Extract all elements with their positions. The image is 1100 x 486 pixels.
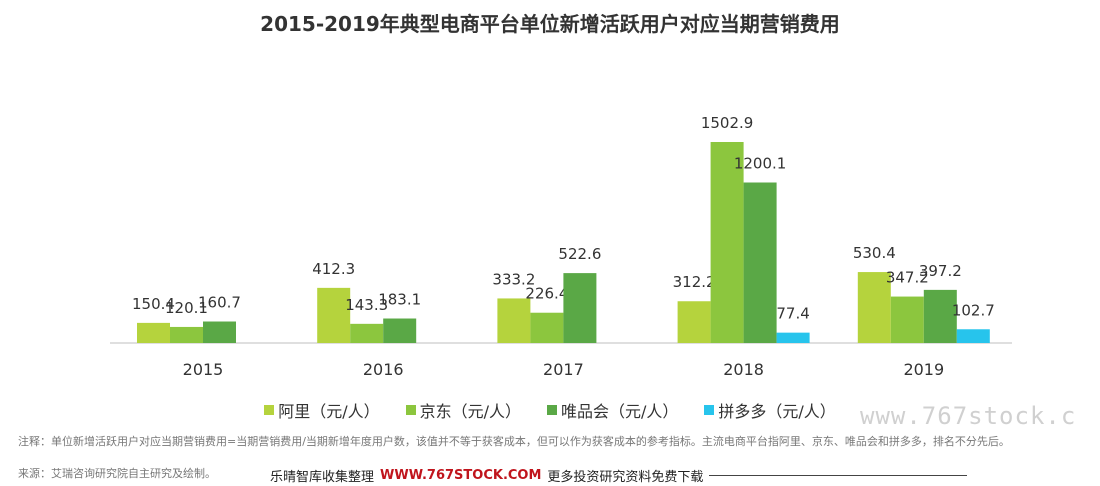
bar <box>857 272 891 343</box>
bar <box>710 142 744 343</box>
bar <box>677 301 711 343</box>
bar <box>137 322 170 343</box>
data-label: 102.7 <box>952 301 995 319</box>
x-tick-label: 2017 <box>543 360 584 379</box>
legend-label: 京东（元/人） <box>419 402 521 421</box>
bar <box>530 312 564 343</box>
bar <box>170 326 203 343</box>
data-label: 1502.9 <box>701 114 754 132</box>
source-note: 来源：艾瑞咨询研究院自主研究及绘制。 <box>18 467 216 480</box>
legend-label: 唯品会（元/人） <box>561 402 679 421</box>
data-label: 143.3 <box>345 296 388 314</box>
data-label: 1200.1 <box>734 154 787 172</box>
download-banner: 乐晴智库收集整理 WWW.767STOCK.COM 更多投资研究资料免费下载 <box>270 466 1080 485</box>
legend-label: 拼多多（元/人） <box>718 402 836 421</box>
bar <box>350 323 384 343</box>
data-label: 77.4 <box>776 305 809 323</box>
x-tick-label: 2015 <box>183 360 224 379</box>
legend-swatch <box>547 405 557 415</box>
data-label: 412.3 <box>312 260 355 278</box>
chart-legend: 阿里（元/人） 京东（元/人） 唯品会（元/人） 拼多多（元/人） <box>0 398 1100 422</box>
data-label: 226.4 <box>525 285 568 303</box>
bar <box>317 287 351 343</box>
bar <box>383 318 417 343</box>
banner-divider <box>709 474 968 476</box>
x-tick-label: 2019 <box>903 360 944 379</box>
data-label: 183.1 <box>378 291 421 309</box>
data-label: 333.2 <box>492 270 535 288</box>
bar <box>776 332 810 343</box>
legend-item: 唯品会（元/人） <box>547 398 678 422</box>
chart-title: 2015-2019年典型电商平台单位新增活跃用户对应当期营销费用 <box>260 12 840 36</box>
legend-label: 阿里（元/人） <box>278 402 380 421</box>
data-label: 522.6 <box>558 245 601 263</box>
legend-swatch <box>264 405 275 415</box>
data-label: 530.4 <box>853 244 896 262</box>
bar <box>956 329 990 343</box>
legend-swatch <box>405 405 416 415</box>
data-label: 397.2 <box>919 262 962 280</box>
bar <box>497 298 531 343</box>
legend-swatch <box>704 405 715 415</box>
legend-item: 拼多多（元/人） <box>704 398 836 422</box>
x-tick-label: 2016 <box>363 360 404 379</box>
data-label: 312.2 <box>673 273 716 291</box>
watermark: www.767stock.c <box>860 402 1077 430</box>
banner-right-text: 更多投资研究资料免费下载 <box>547 469 704 485</box>
banner-brand-link[interactable]: WWW.767STOCK.COM <box>380 467 542 483</box>
data-label: 160.7 <box>198 294 241 312</box>
bar <box>890 296 924 343</box>
x-tick-label: 2018 <box>723 360 764 379</box>
legend-item: 阿里（元/人） <box>264 398 380 422</box>
footnote: 注释：单位新增活跃用户对应当期营销费用=当期营销费用/当期新增年度用户数，该值并… <box>18 435 1010 448</box>
data-label: 150.4 <box>132 295 175 313</box>
bar <box>743 182 777 343</box>
data-label: 347.2 <box>886 269 929 287</box>
bar <box>923 289 957 343</box>
legend-item: 京东（元/人） <box>405 398 521 422</box>
bar <box>563 273 597 343</box>
data-label: 120.1 <box>165 299 208 317</box>
bar <box>203 321 236 343</box>
banner-left-text: 乐晴智库收集整理 <box>270 469 375 485</box>
